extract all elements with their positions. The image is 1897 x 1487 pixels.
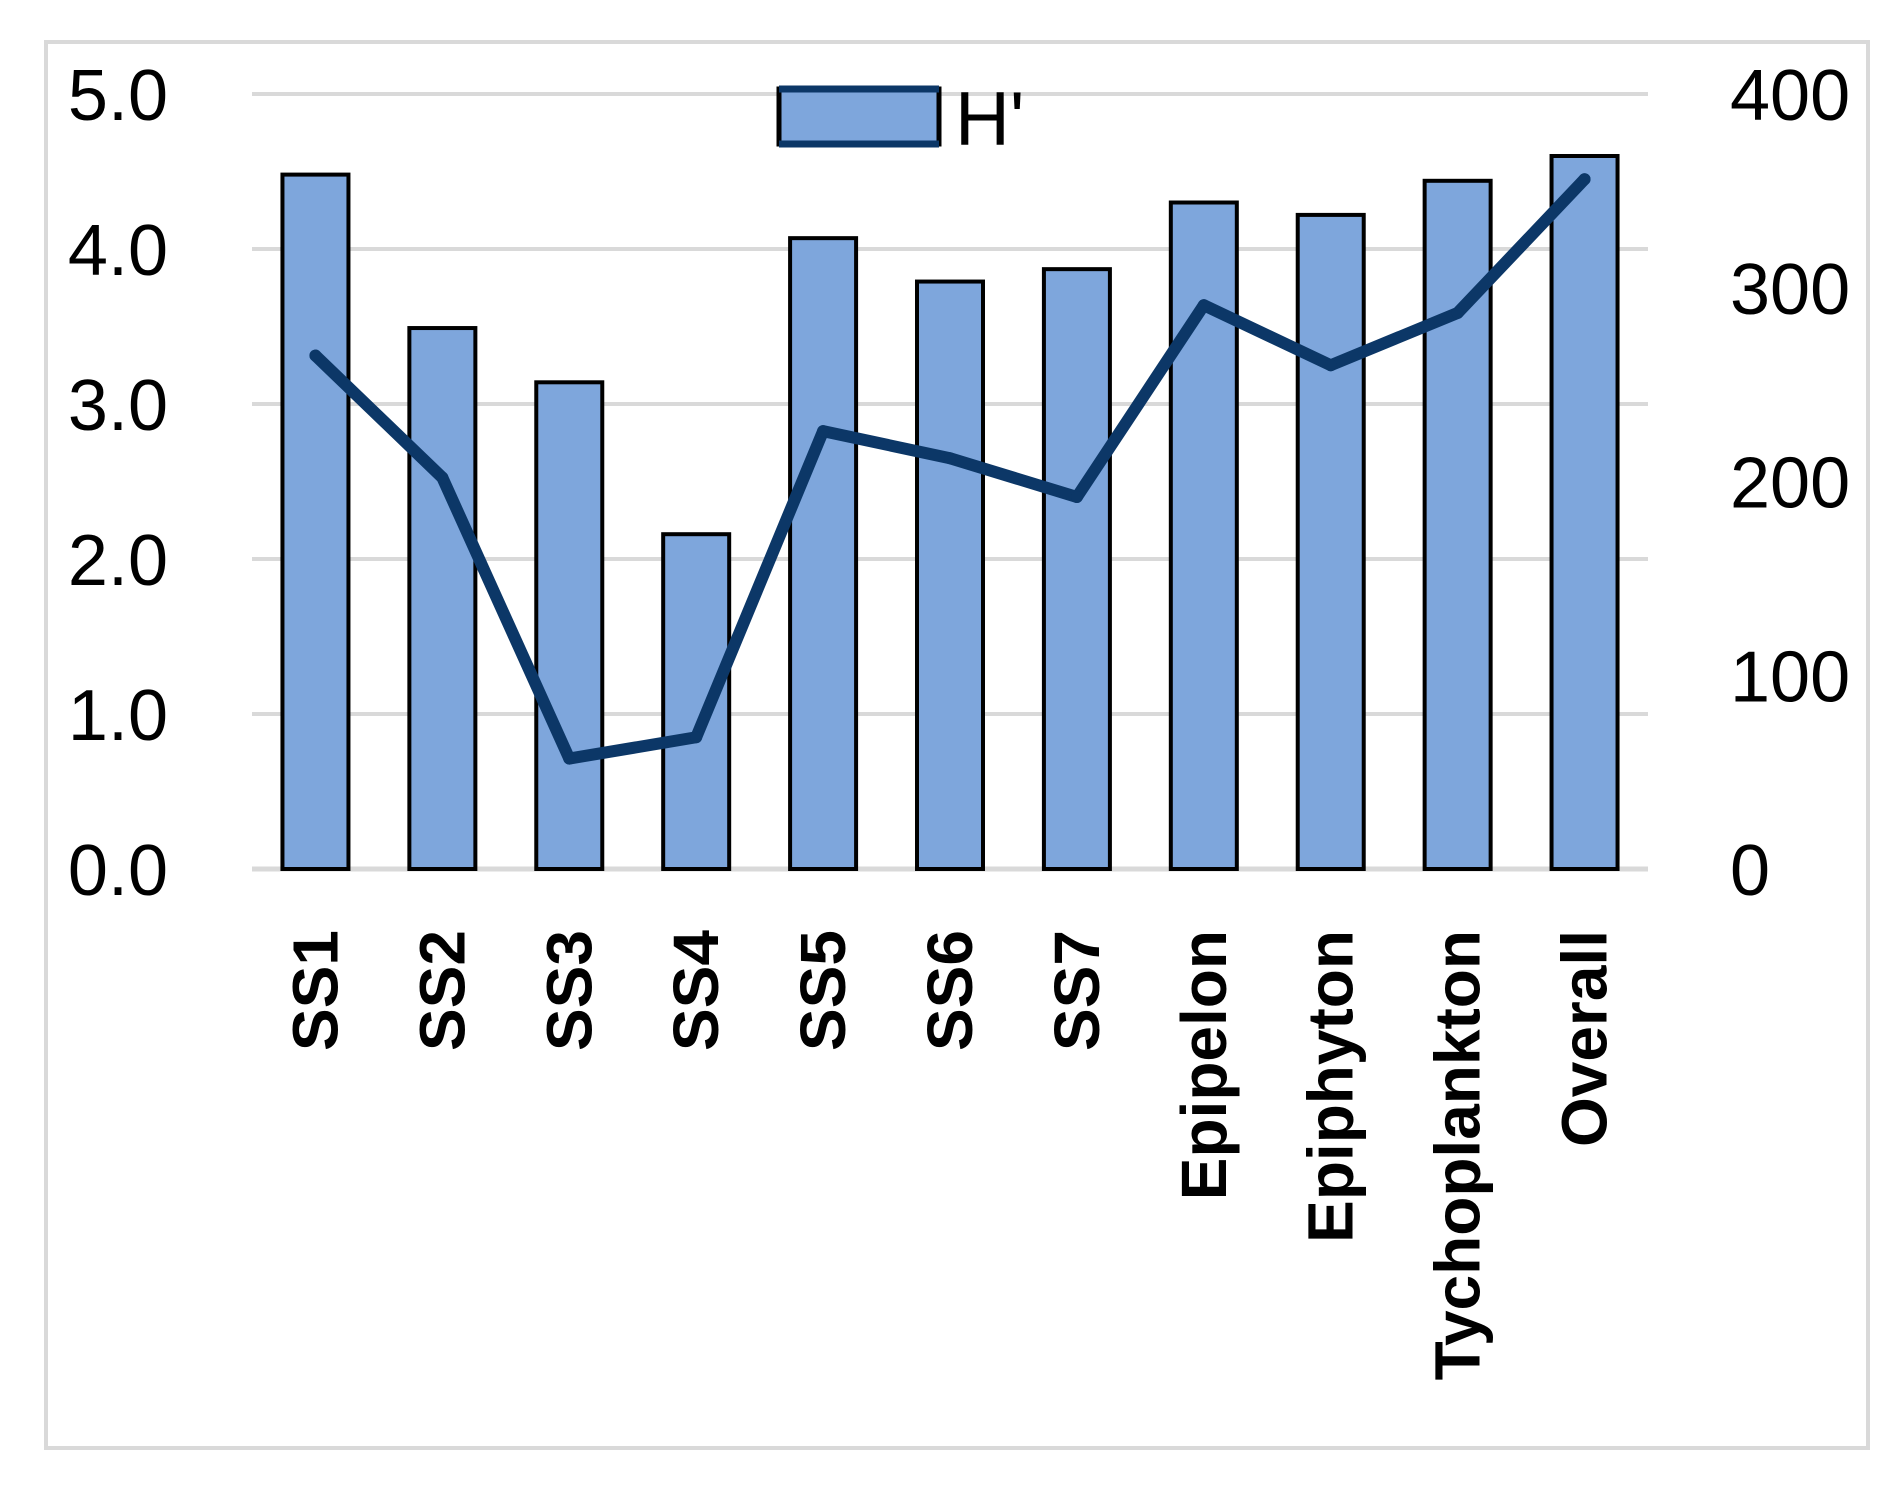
x-tick-label: Tychoplankton xyxy=(1422,930,1494,1380)
line-point xyxy=(944,452,956,465)
left-tick-label: 3.0 xyxy=(68,366,168,446)
x-tick-label: SS3 xyxy=(533,930,605,1051)
legend-label: H' xyxy=(955,77,1024,162)
x-tick-label: SS1 xyxy=(279,930,351,1051)
line-point xyxy=(1578,173,1591,186)
line-point xyxy=(309,349,322,362)
line-point xyxy=(1070,491,1083,503)
x-tick-label: SS5 xyxy=(787,930,859,1051)
right-tick-label: 0 xyxy=(1730,831,1770,911)
line-point xyxy=(1324,359,1337,372)
bar xyxy=(1295,212,1366,871)
bar xyxy=(915,279,985,871)
legend: H' xyxy=(776,77,1024,162)
line-series xyxy=(309,173,1591,765)
left-tick-label: 1.0 xyxy=(68,676,168,756)
right-axis-ticks: 0 100 200 300 400 xyxy=(1730,56,1850,911)
line-point xyxy=(436,471,449,484)
bar xyxy=(407,326,478,871)
left-tick-label: 0.0 xyxy=(68,831,168,911)
bar xyxy=(661,532,732,871)
x-axis-ticks: SS1 SS2 SS3 SS4 SS5 SS6 SS7 Epipelon Epiphyton Ty… xyxy=(279,930,1620,1381)
line-point xyxy=(817,425,830,438)
x-tick-label: SS4 xyxy=(660,930,732,1051)
bar xyxy=(534,380,605,871)
line-point xyxy=(563,752,576,765)
x-tick-label: SS7 xyxy=(1041,930,1113,1051)
right-tick-label: 100 xyxy=(1730,637,1850,717)
x-tick-label: Epiphyton xyxy=(1295,930,1367,1243)
bar xyxy=(1041,267,1112,871)
line-point xyxy=(690,731,703,744)
legend-swatch xyxy=(776,86,942,147)
x-tick-label: Overall xyxy=(1549,930,1621,1147)
x-tick-label: SS6 xyxy=(914,930,986,1051)
bar-series xyxy=(280,154,1620,872)
x-tick-label: SS2 xyxy=(406,930,478,1051)
right-tick-label: 300 xyxy=(1730,250,1850,330)
x-tick-label: Epipelon xyxy=(1168,930,1240,1200)
line-point xyxy=(1197,299,1210,312)
bar xyxy=(280,172,351,872)
left-tick-label: 5.0 xyxy=(68,56,168,136)
bar xyxy=(788,236,859,871)
line-point xyxy=(1451,306,1464,319)
left-tick-label: 2.0 xyxy=(68,521,168,601)
left-axis-ticks: 0.0 1.0 2.0 3.0 4.0 5.0 xyxy=(68,56,168,911)
bar xyxy=(1549,154,1620,871)
right-tick-label: 400 xyxy=(1730,56,1850,136)
right-tick-label: 200 xyxy=(1730,444,1850,524)
left-tick-label: 4.0 xyxy=(68,211,168,291)
